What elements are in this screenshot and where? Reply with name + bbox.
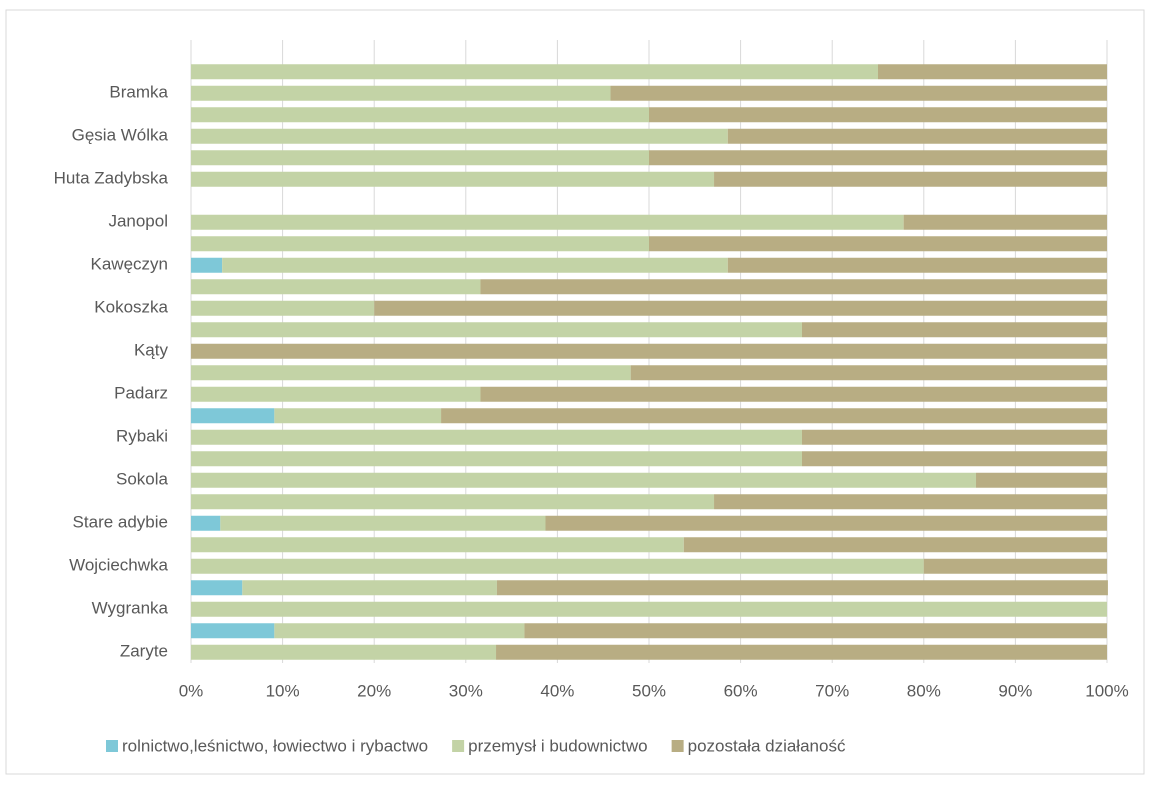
bar-segment	[191, 107, 649, 123]
bar-segment	[191, 365, 631, 381]
bar-segment	[374, 300, 1107, 316]
y-tick-label: Wygranka	[92, 599, 169, 618]
x-tick-label: 50%	[632, 681, 666, 700]
y-tick-label: Gęsia Wólka	[72, 126, 169, 145]
bar-segment	[649, 150, 1107, 166]
x-tick-label: 100%	[1085, 681, 1128, 700]
y-tick-label: Zaryte	[120, 642, 168, 661]
y-tick-label: Kąty	[134, 341, 169, 360]
bar-segment	[714, 494, 1107, 510]
y-tick-label: Rybaki	[116, 427, 168, 446]
bar-segment	[714, 171, 1107, 187]
x-tick-label: 70%	[815, 681, 849, 700]
bar-segment	[441, 408, 1107, 424]
bar-segment	[649, 236, 1107, 252]
x-tick-label: 30%	[449, 681, 483, 700]
bar-segment	[191, 623, 275, 639]
x-tick-label: 90%	[998, 681, 1032, 700]
x-tick-label: 20%	[357, 681, 391, 700]
bar-segment	[480, 386, 1107, 402]
bar-segment	[191, 171, 715, 187]
bar-segment	[191, 644, 497, 660]
y-tick-label: Huta Zadybska	[54, 169, 169, 188]
y-tick-label: Wojciechwka	[69, 556, 168, 575]
y-tick-label: Padarz	[114, 384, 168, 403]
bar-segment	[496, 644, 1107, 660]
bar-segment	[191, 580, 243, 596]
bar-segment	[191, 64, 878, 80]
bar-segment	[191, 515, 221, 531]
y-tick-label: Kawęczyn	[91, 255, 168, 274]
bar-segment	[274, 408, 442, 424]
bar-segment	[630, 365, 1107, 381]
bar-segment	[191, 429, 802, 445]
bar-segment	[191, 601, 1107, 617]
legend-swatch	[106, 740, 118, 752]
bar-segment	[274, 623, 525, 639]
bar-segment	[242, 580, 497, 596]
bar-segment	[191, 236, 649, 252]
bar-segment	[683, 537, 1107, 553]
bar-segment	[878, 64, 1107, 80]
bar-segment	[610, 85, 1107, 101]
bar-segment	[191, 494, 715, 510]
x-tick-label: 80%	[907, 681, 941, 700]
bar-segment	[191, 343, 1107, 359]
legend-swatch	[452, 740, 465, 752]
y-tick-label: Janopol	[108, 212, 168, 231]
bar-segment	[191, 85, 611, 101]
bar-segment	[191, 451, 802, 467]
y-tick-label: Kokoszka	[94, 298, 168, 317]
bar-segment	[191, 150, 649, 166]
bar-segment	[524, 623, 1107, 639]
legend-label: rolnictwo,leśnictwo, łowiectwo i rybactw…	[122, 736, 428, 755]
bar-segment	[220, 515, 546, 531]
bar-segment	[191, 472, 977, 488]
bar-segment	[976, 472, 1107, 488]
bar-segment	[801, 451, 1107, 467]
bar-segment	[191, 214, 904, 230]
bar-segment	[727, 257, 1107, 273]
bar-segment	[727, 128, 1107, 144]
bar-segment	[191, 537, 684, 553]
bar-segment	[480, 279, 1107, 295]
y-tick-label: Sokola	[116, 470, 169, 489]
y-tick-label: Bramka	[109, 83, 168, 102]
bar-segment	[191, 386, 481, 402]
x-tick-label: 60%	[724, 681, 758, 700]
legend-label: przemysł i budownictwo	[468, 736, 648, 755]
legend-label: pozostała działaność	[688, 736, 846, 755]
bar-segment	[545, 515, 1107, 531]
bar-segment	[903, 214, 1107, 230]
bar-segment	[801, 322, 1107, 338]
bar-segment	[649, 107, 1107, 123]
x-tick-label: 10%	[266, 681, 300, 700]
bar-segment	[191, 257, 223, 273]
bar-segment	[191, 300, 375, 316]
bar-segment	[191, 322, 802, 338]
bar-segment	[923, 558, 1107, 574]
bar-segment	[191, 279, 481, 295]
bar-segment	[222, 257, 728, 273]
bar-segment	[191, 558, 924, 574]
bar-segment	[191, 128, 728, 144]
x-tick-label: 0%	[179, 681, 204, 700]
x-tick-label: 40%	[540, 681, 574, 700]
bar-segment	[496, 580, 1108, 596]
y-tick-label: Stare adybie	[73, 513, 168, 532]
bar-segment	[191, 408, 275, 424]
bar-segment	[801, 429, 1107, 445]
legend-swatch	[671, 740, 684, 752]
